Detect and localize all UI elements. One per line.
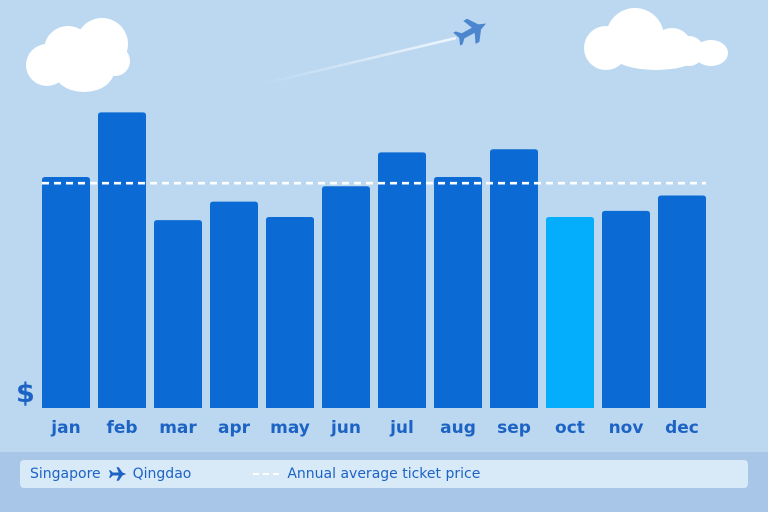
airplane-icon bbox=[108, 467, 127, 481]
bar-sep bbox=[490, 149, 538, 408]
bar-oct bbox=[546, 217, 594, 408]
legend: Singapore Qingdao Annual average ticket … bbox=[20, 460, 748, 488]
bar-nov bbox=[602, 210, 650, 408]
bar-aug bbox=[434, 177, 482, 408]
legend-average: Annual average ticket price bbox=[253, 466, 480, 482]
bar-jan bbox=[42, 177, 90, 408]
tick-label-may: may bbox=[270, 418, 310, 438]
airplane-icon bbox=[453, 18, 487, 46]
bar-jul bbox=[378, 152, 426, 408]
tick-label-aug: aug bbox=[440, 418, 476, 438]
tick-label-jan: jan bbox=[50, 418, 80, 438]
cloud-icon bbox=[584, 8, 732, 70]
tick-label-sep: sep bbox=[497, 418, 531, 438]
bar-jun bbox=[322, 186, 370, 408]
route-origin: Singapore bbox=[30, 466, 101, 482]
cloud-icon bbox=[26, 16, 130, 94]
plane-trail bbox=[261, 36, 457, 86]
bar-dec bbox=[658, 195, 706, 408]
average-label: Annual average ticket price bbox=[287, 466, 481, 482]
tick-label-jun: jun bbox=[330, 418, 361, 438]
tick-label-oct: oct bbox=[555, 418, 585, 438]
bar-may bbox=[266, 217, 314, 408]
tick-label-feb: feb bbox=[106, 418, 137, 438]
bar-mar bbox=[154, 220, 202, 408]
bars-group bbox=[42, 112, 706, 408]
tick-label-apr: apr bbox=[218, 418, 251, 438]
bar-feb bbox=[98, 112, 146, 408]
dash-line-icon bbox=[253, 473, 280, 475]
route-destination: Qingdao bbox=[132, 466, 192, 482]
tick-label-mar: mar bbox=[159, 418, 197, 438]
x-tick-labels: jan feb mar apr may jun jul aug sep oct nov dec bbox=[50, 418, 699, 438]
legend-route: Singapore Qingdao bbox=[30, 466, 191, 482]
currency-symbol: $ bbox=[16, 378, 35, 409]
tick-label-dec: dec bbox=[665, 418, 699, 438]
tick-label-nov: nov bbox=[609, 418, 644, 438]
bar-apr bbox=[210, 201, 258, 408]
tick-label-jul: jul bbox=[389, 418, 414, 438]
